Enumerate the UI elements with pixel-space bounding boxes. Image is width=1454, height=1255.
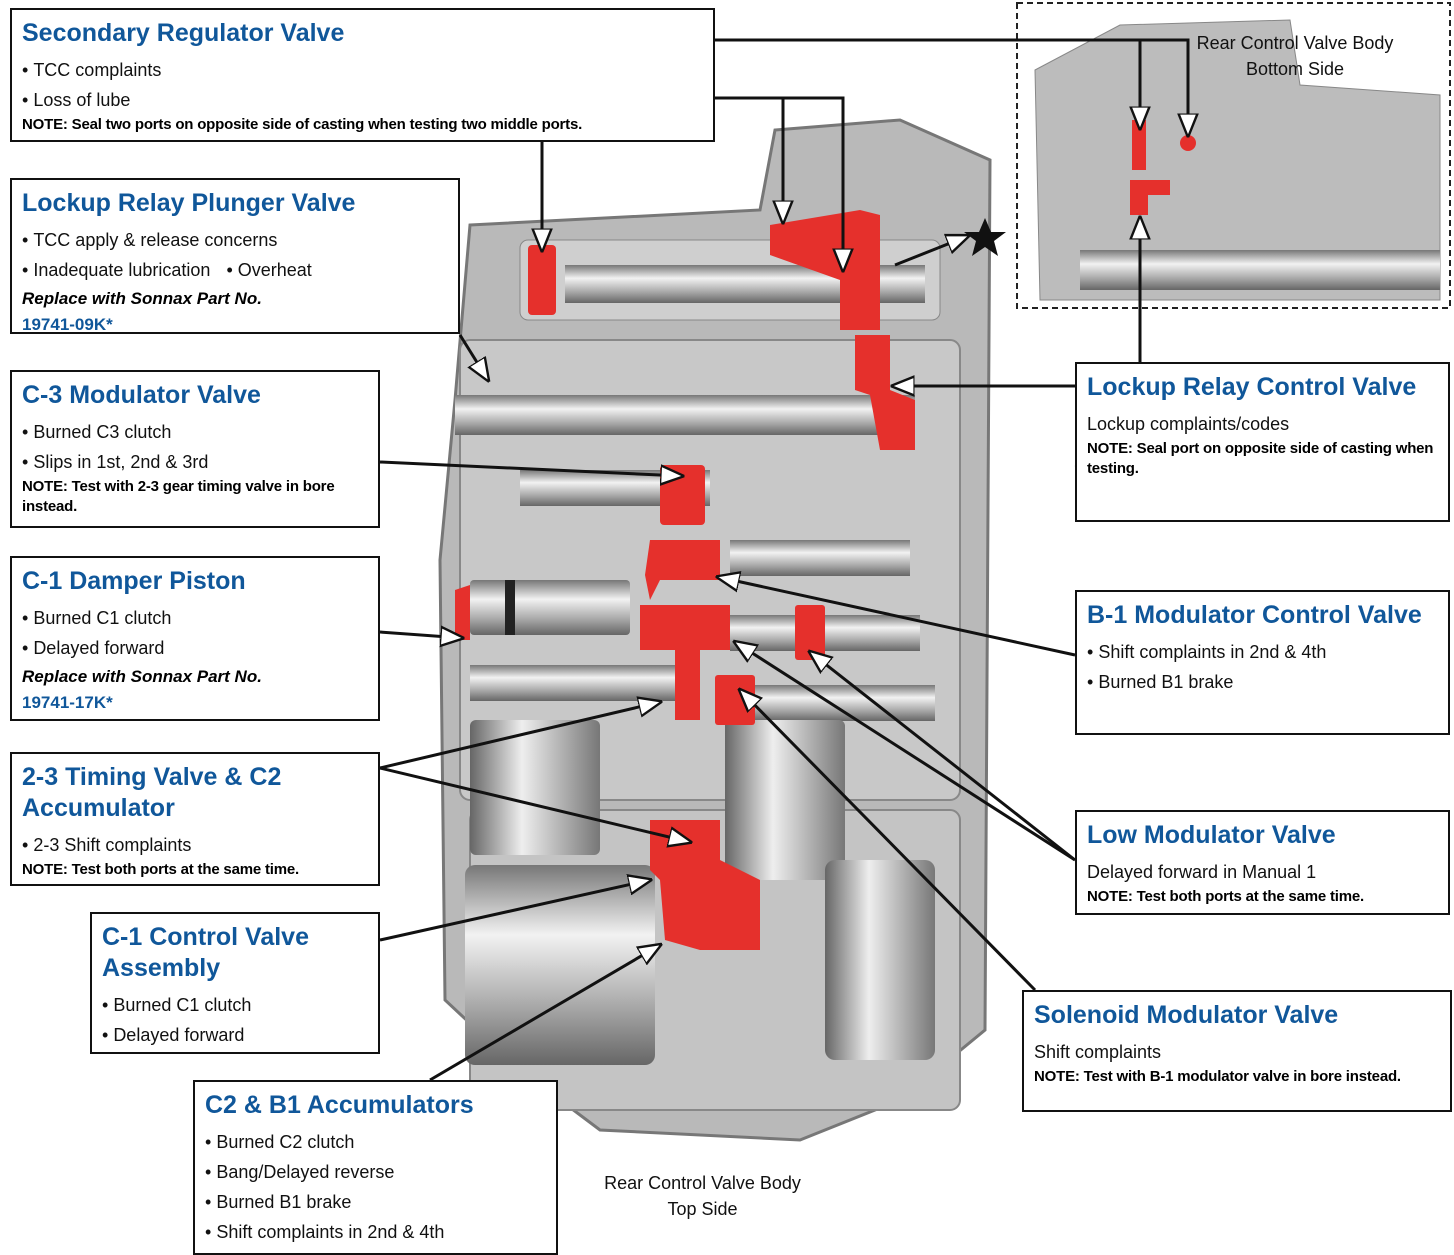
bullet-line: Burned C3 clutch xyxy=(22,417,368,447)
callout-title: Low Modulator Valve xyxy=(1087,820,1438,851)
bullet: Delayed forward xyxy=(22,638,164,658)
page: Secondary Regulator Valve TCC complaints L… xyxy=(0,0,1454,1249)
bullet-line: TCC apply & release concerns xyxy=(22,225,448,255)
note: NOTE: Seal port on opposite side of cast… xyxy=(1087,439,1438,479)
note-label: NOTE: xyxy=(22,116,68,133)
bullet-line: Burned C1 clutch xyxy=(102,990,368,1020)
replace-text: Replace with Sonnax Part No. xyxy=(22,663,368,691)
callout-box: 2-3 Timing Valve & C2 Accumulator 2-3 Shi… xyxy=(10,752,380,886)
callout-box: C-1 Control Valve Assembly Burned C1 clut… xyxy=(90,912,380,1054)
bullet: 2-3 Shift complaints xyxy=(22,835,191,855)
callout-title: C-1 Control Valve Assembly xyxy=(102,922,352,984)
bullet-line: Shift complaints in 2nd & 4th xyxy=(1087,637,1438,667)
bullet: Burned C2 clutch xyxy=(205,1132,354,1152)
bullet: Burned C1 clutch xyxy=(102,995,251,1015)
note-label: NOTE: xyxy=(1087,888,1133,905)
bullet: Burned C3 clutch xyxy=(22,422,171,442)
bullet-line: Delayed forward xyxy=(102,1020,368,1050)
bullet: Overheat xyxy=(226,260,311,280)
bullet: TCC complaints xyxy=(22,60,161,80)
note-label: NOTE: xyxy=(22,478,68,495)
note-label: NOTE: xyxy=(1034,1068,1080,1085)
note-text: Test with 2-3 gear timing valve in bore … xyxy=(22,478,334,515)
callout-box: Low Modulator Valve Delayed forward in Ma… xyxy=(1075,810,1450,915)
bullet-line: Burned C2 clutch xyxy=(205,1127,546,1157)
bullet: Burned B1 brake xyxy=(1087,672,1233,692)
note-label: NOTE: xyxy=(1087,440,1133,457)
bullet-line: Inadequate lubrication Overheat xyxy=(22,255,448,285)
bullet: Slips in 1st, 2nd & 3rd xyxy=(22,452,208,472)
note-text: Test both ports at the same time. xyxy=(72,861,299,878)
bullet-line: Shift complaints in 2nd & 4th xyxy=(205,1217,546,1247)
note-label: NOTE: xyxy=(22,861,68,878)
note-text: Test with B-1 modulator valve in bore in… xyxy=(1084,1068,1401,1085)
callout-box: C-3 Modulator Valve Burned C3 clutch Slips… xyxy=(10,370,380,528)
bullet-line: Delayed forward xyxy=(22,633,368,663)
callout-title: Secondary Regulator Valve xyxy=(22,18,703,49)
part-number: 19741-09K* xyxy=(22,313,448,337)
bullet: Loss of lube xyxy=(22,90,130,110)
callout-title: C-3 Modulator Valve xyxy=(22,380,368,411)
caption-line: Top Side xyxy=(585,1196,820,1222)
bullet: Shift complaints in 2nd & 4th xyxy=(1087,642,1326,662)
bullet: TCC apply & release concerns xyxy=(22,230,277,250)
callout-box: Lockup Relay Plunger Valve TCC apply & re… xyxy=(10,178,460,334)
callout-title: Solenoid Modulator Valve xyxy=(1034,1000,1440,1031)
note: NOTE: Test with 2-3 gear timing valve in… xyxy=(22,477,368,517)
note: NOTE: Test both ports at the same time. xyxy=(1087,887,1438,907)
caption-line: Rear Control Valve Body xyxy=(585,1170,820,1196)
bullet-line: 2-3 Shift complaints xyxy=(22,830,368,860)
bullet-line: Burned B1 brake xyxy=(205,1187,546,1217)
bullet: Delayed forward xyxy=(102,1025,244,1045)
bullet: Shift complaints in 2nd & 4th xyxy=(205,1222,444,1242)
bullet-line: TCC complaints xyxy=(22,55,703,85)
bullet-line: Burned B1 brake xyxy=(1087,667,1438,697)
callout-box: Secondary Regulator Valve TCC complaints L… xyxy=(10,8,715,142)
callout-box: B-1 Modulator Control Valve Shift complai… xyxy=(1075,590,1450,735)
bullet: Burned C1 clutch xyxy=(22,608,171,628)
note: NOTE: Seal two ports on opposite side of… xyxy=(22,115,703,135)
callout-box: Lockup Relay Control Valve Lockup complai… xyxy=(1075,362,1450,522)
note: NOTE: Test both ports at the same time. xyxy=(22,860,368,880)
description: Lockup complaints/codes xyxy=(1087,409,1438,439)
callout-box: Solenoid Modulator Valve Shift complaints… xyxy=(1022,990,1452,1112)
part-number: 19741-17K* xyxy=(22,691,368,715)
bullet-line: Burned C1 clutch xyxy=(22,603,368,633)
callout-box: C2 & B1 Accumulators Burned C2 clutch Bang… xyxy=(193,1080,558,1255)
note: NOTE: Test with B-1 modulator valve in b… xyxy=(1034,1067,1440,1087)
description: Delayed forward in Manual 1 xyxy=(1087,857,1438,887)
note-text: Seal two ports on opposite side of casti… xyxy=(72,116,582,133)
description: Shift complaints xyxy=(1034,1037,1440,1067)
callout-box: C-1 Damper Piston Burned C1 clutch Delayed… xyxy=(10,556,380,721)
note-text: Seal port on opposite side of casting wh… xyxy=(1087,440,1433,477)
callout-title: B-1 Modulator Control Valve xyxy=(1087,600,1437,631)
bullet-line: Loss of lube xyxy=(22,85,703,115)
caption-line: Rear Control Valve Body xyxy=(1180,30,1410,56)
caption-line: Bottom Side xyxy=(1180,56,1410,82)
bullet-line: Bang/Delayed reverse xyxy=(205,1157,546,1187)
bullet: Burned B1 brake xyxy=(205,1192,351,1212)
bullet: Bang/Delayed reverse xyxy=(205,1162,394,1182)
callout-title: C-1 Damper Piston xyxy=(22,566,368,597)
replace-text: Replace with Sonnax Part No. xyxy=(22,285,448,313)
callout-title: 2-3 Timing Valve & C2 Accumulator xyxy=(22,762,282,824)
note-text: Test both ports at the same time. xyxy=(1137,888,1364,905)
callout-title: C2 & B1 Accumulators xyxy=(205,1090,546,1121)
callout-title: Lockup Relay Control Valve xyxy=(1087,372,1417,403)
bullet: Inadequate lubrication xyxy=(22,260,210,280)
bullet-line: Slips in 1st, 2nd & 3rd xyxy=(22,447,368,477)
callout-title: Lockup Relay Plunger Valve xyxy=(22,188,448,219)
